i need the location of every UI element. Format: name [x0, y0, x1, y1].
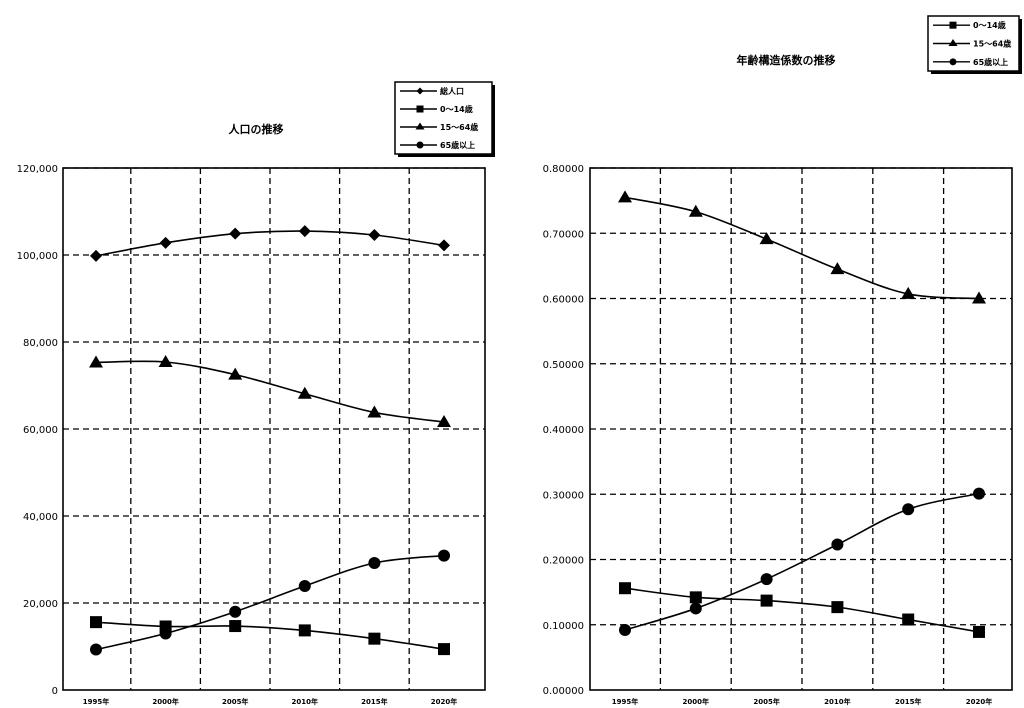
legend-marker-triangle [415, 122, 425, 130]
legend-label: 65歳以上 [440, 140, 475, 150]
chart-title: 年齢構造係数の推移 [737, 53, 836, 67]
y-tick-label: 0.60000 [543, 295, 584, 306]
x-tick-label: 2000年 [152, 697, 178, 706]
data-point-circle [973, 487, 985, 500]
data-point-square [229, 620, 242, 633]
x-tick-label: 2020年 [966, 697, 992, 706]
data-point-square [973, 625, 985, 638]
legend-marker-circle [949, 58, 957, 66]
data-point-square [298, 624, 311, 637]
legend-label: 65歳以上 [973, 57, 1008, 67]
x-tick-label: 2000年 [683, 697, 709, 706]
y-tick-label: 0.00000 [543, 686, 584, 697]
data-point-triangle [437, 415, 451, 428]
x-tick-label: 1995年 [612, 697, 638, 706]
series-line [95, 621, 445, 650]
data-point-circle [619, 623, 631, 636]
x-tick-label: 2015年 [361, 697, 387, 706]
data-point-triangle [688, 204, 703, 217]
x-tick-label: 2010年 [292, 697, 318, 706]
x-tick-label: 2005年 [753, 697, 779, 706]
data-point-square [902, 613, 915, 626]
series-line [95, 230, 445, 257]
series-line [624, 196, 980, 300]
data-point-square [619, 582, 631, 595]
y-tick-label: 100,000 [17, 251, 58, 262]
series-line [95, 554, 445, 651]
legend-marker-circle [416, 141, 424, 149]
x-tick-label: 2020年 [431, 697, 457, 706]
data-point-circle [159, 627, 172, 640]
age-structure-chart: 年齢構造係数の推移 0.00000 0.10000 0.20000 0.30000 0.4… [543, 15, 1022, 706]
legend-label: 15～64歳 [973, 39, 1011, 49]
data-point-square [90, 616, 102, 629]
data-point-diamond [438, 239, 450, 252]
x-tick-label: 2010年 [824, 697, 850, 706]
data-point-square [689, 591, 702, 604]
legend-box [394, 81, 493, 155]
legend-marker-diamond [416, 87, 424, 95]
data-point-triangle [830, 262, 845, 275]
legend-marker-triangle [948, 39, 958, 46]
y-tick-label: 120,000 [17, 164, 58, 175]
data-point-circle [831, 538, 844, 551]
y-tick-label: 0.80000 [543, 164, 584, 175]
data-point-circle [90, 643, 102, 656]
y-tick-label: 0.50000 [543, 360, 584, 371]
x-tick-label: 2005年 [222, 697, 248, 706]
data-point-diamond [90, 249, 102, 262]
data-point-circle [438, 549, 450, 562]
plot-area-frame [62, 167, 486, 691]
legend-label: 0～14歳 [973, 20, 1006, 30]
data-point-triangle [972, 291, 986, 304]
data-point-diamond [298, 225, 311, 238]
data-point-diamond [159, 236, 172, 249]
data-point-circle [229, 605, 242, 618]
series-line [95, 360, 445, 423]
x-tick-label: 2015年 [895, 697, 921, 706]
chart-title: 人口の推移 [229, 122, 284, 136]
legend-marker-square [949, 21, 957, 29]
data-point-triangle [228, 367, 243, 380]
legend-label: 0～14歳 [440, 104, 473, 114]
data-point-diamond [229, 227, 242, 240]
legend-marker-square [416, 105, 424, 113]
data-point-square [368, 632, 381, 645]
data-point-circle [902, 503, 915, 516]
plot-area-frame [589, 167, 1013, 691]
series-line [624, 587, 980, 633]
x-tick-label: 1995年 [83, 697, 109, 706]
y-tick-label: 0.40000 [543, 425, 584, 436]
y-tick-label: 20,000 [23, 599, 58, 610]
y-tick-label: 0.20000 [543, 556, 584, 567]
y-tick-label: 0 [52, 686, 58, 697]
data-point-circle [689, 602, 702, 615]
data-point-circle [368, 556, 381, 569]
y-tick-label: 0.30000 [543, 490, 584, 501]
data-point-square [438, 643, 450, 656]
legend-label: 総人口 [440, 86, 464, 96]
data-point-circle [760, 573, 773, 586]
y-tick-label: 0.10000 [543, 621, 584, 632]
data-point-triangle [759, 232, 774, 245]
data-point-square [760, 594, 773, 607]
data-point-diamond [368, 228, 381, 241]
legend-label: 15～64歳 [440, 122, 478, 132]
data-point-triangle [297, 386, 312, 399]
population-chart: 人口の推移 0 20,000 40,000 60,000 80,000 100,000 120… [17, 81, 495, 706]
data-point-triangle [89, 355, 103, 368]
data-point-triangle [901, 286, 916, 299]
series-line [624, 492, 980, 631]
data-point-square [831, 601, 844, 614]
data-point-circle [298, 580, 311, 593]
y-tick-label: 40,000 [23, 512, 58, 523]
y-tick-label: 80,000 [23, 338, 58, 349]
y-tick-label: 0.70000 [543, 229, 584, 240]
data-point-triangle [158, 355, 173, 368]
data-point-triangle [618, 190, 632, 203]
data-point-triangle [367, 405, 382, 418]
y-tick-label: 60,000 [23, 425, 58, 436]
